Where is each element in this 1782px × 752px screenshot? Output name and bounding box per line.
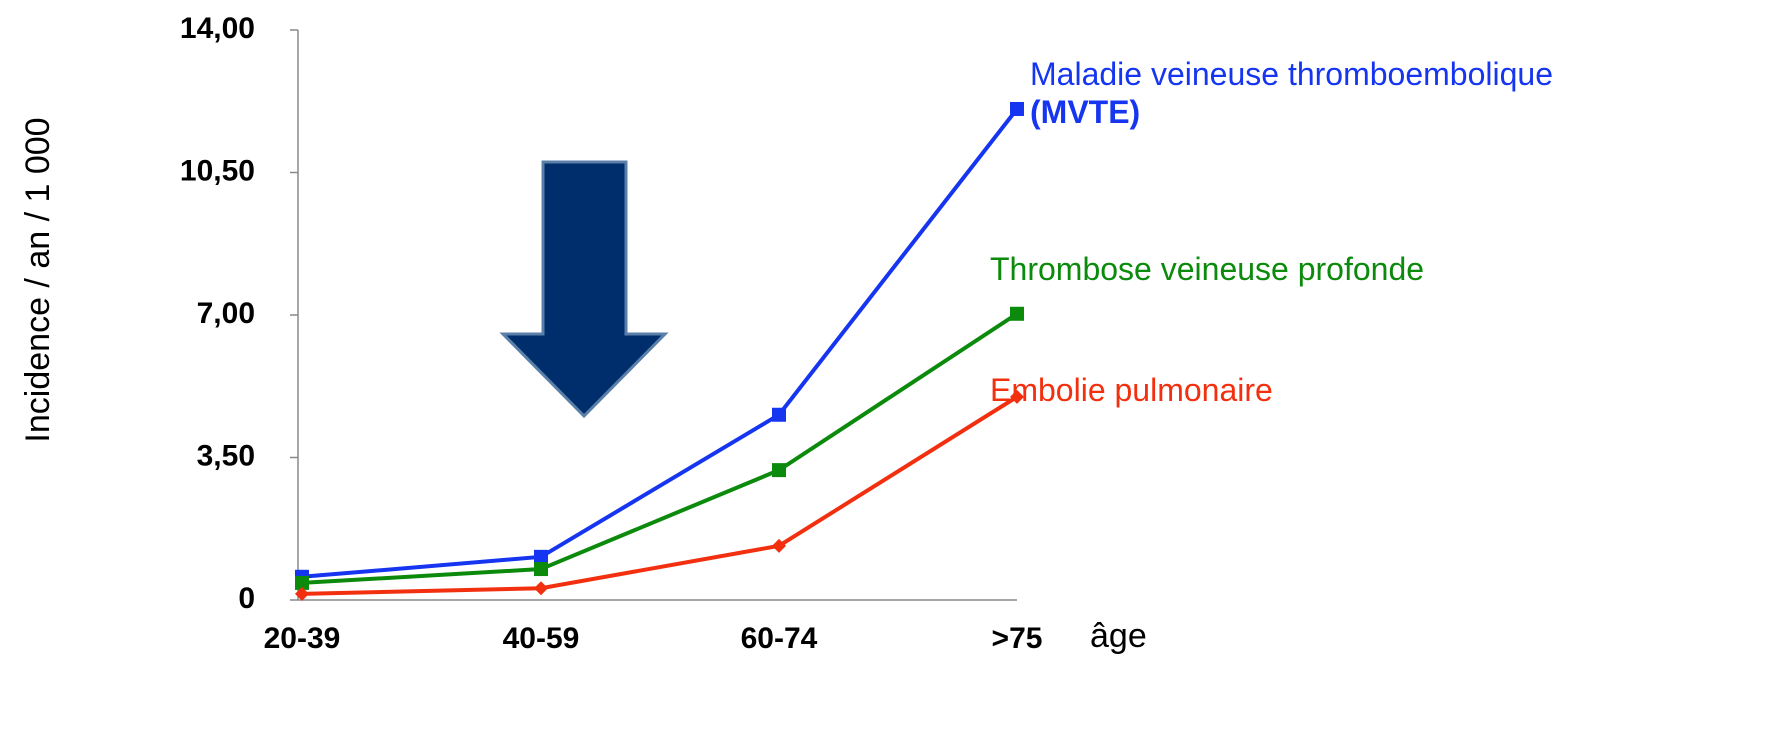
series-name: Maladie veineuse thromboembolique [1030,56,1553,92]
marker [1010,389,1024,404]
series-label: Embolie pulmonaire [990,371,1273,409]
y-tick-label: 3,50 [197,439,255,472]
y-tick-label: 0 [238,582,255,615]
x-axis-label: âge [1090,617,1147,655]
marker [772,407,786,422]
marker [534,549,548,564]
y-axis-label: Incidence / an / 1 000 [19,117,57,442]
y-tick-label: 7,00 [197,297,255,330]
series-line [301,107,1019,579]
series-line [301,312,1019,585]
x-tick-label: 20-39 [264,622,341,655]
marker [534,562,548,577]
series-name: Thrombose veineuse profonde [990,251,1425,287]
series-label: Thrombose veineuse profonde [990,250,1424,288]
marker [772,463,786,478]
marker [295,575,309,590]
marker [534,581,548,596]
marker [1010,306,1024,321]
y-tick-label: 10,50 [180,154,255,187]
x-tick-label: 60-74 [741,622,818,655]
marker [295,586,309,601]
series-label: Maladie veineuse thromboembolique (MVTE) [1030,55,1590,131]
x-tick-label: 40-59 [503,622,580,655]
series-line [301,395,1019,596]
series-abbreviation: (MVTE) [1030,94,1141,130]
marker [772,538,786,553]
marker [1010,101,1024,116]
x-tick-label: >75 [992,622,1043,655]
y-tick-label: 14,00 [180,12,255,45]
arrow [499,160,669,419]
series-name: Embolie pulmonaire [990,372,1273,408]
